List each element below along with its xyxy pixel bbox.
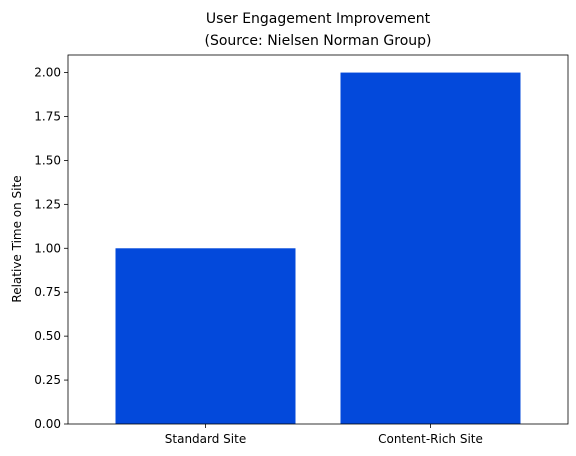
y-tick-label: 0.50 [34,329,61,343]
y-tick-label: 2.00 [34,66,61,80]
x-ticks-group: Standard Site Content-Rich Site [165,424,483,446]
y-tick-label: 1.50 [34,153,61,167]
y-tick-label: 1.25 [34,197,61,211]
chart-title: User Engagement Improvement [206,11,431,27]
bars-group [115,72,521,425]
y-axis-label: Relative Time on Site [10,175,24,302]
y-tick-label: 0.75 [34,285,61,299]
bar-2 [340,72,521,425]
chart-subtitle: (Source: Nielsen Norman Group) [205,33,432,49]
y-tick-label: 1.00 [34,241,61,255]
y-tick-label: 0.25 [34,373,61,387]
y-ticks-group: 0.00 0.25 0.50 0.75 1.00 1.25 1.50 1.75 2.00 [34,66,68,431]
y-tick-label: 0.00 [34,417,61,431]
x-tick-label: Standard Site [165,432,246,446]
plot-frame [67,54,569,425]
bar-1 [115,248,296,424]
x-tick-label: Content-Rich Site [378,432,483,446]
y-tick-label: 1.75 [34,110,61,124]
